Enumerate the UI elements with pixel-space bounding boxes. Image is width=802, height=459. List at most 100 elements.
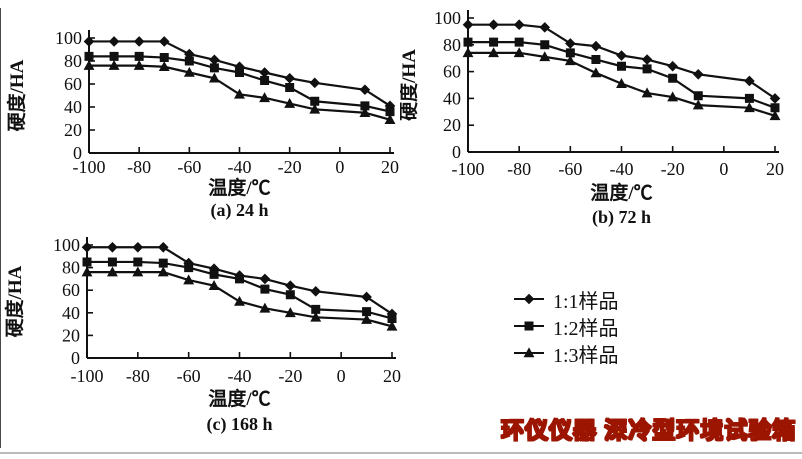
- triangle-marker-icon: [183, 274, 195, 285]
- square-marker-icon: [84, 51, 94, 61]
- triangle-marker-icon: [183, 66, 195, 77]
- square-marker-icon: [489, 37, 499, 47]
- y-tick-label: 0: [452, 142, 461, 162]
- diamond-marker-icon: [209, 54, 220, 66]
- triangle-marker-icon: [384, 114, 396, 124]
- diamond-marker-icon: [523, 293, 535, 305]
- x-tick-label: -80: [127, 157, 151, 177]
- square-marker-icon: [159, 53, 169, 63]
- bottom-divider-line: [0, 452, 802, 454]
- x-tick-label: -80: [507, 159, 531, 179]
- diamond-marker-icon: [285, 280, 296, 291]
- square-marker-icon: [109, 51, 119, 61]
- square-marker-icon: [540, 40, 550, 50]
- diamond-marker-icon: [488, 19, 499, 31]
- square-marker-icon: [184, 263, 194, 273]
- y-tick-label: 100: [53, 235, 80, 255]
- y-tick-label: 40: [443, 88, 461, 108]
- triangle-marker-icon: [208, 72, 220, 83]
- series-line-1:3样品: [87, 271, 393, 328]
- x-tick-label: 20: [381, 157, 399, 177]
- y-tick-label: 60: [64, 74, 82, 94]
- chart-legend: 1:1样品 1:2样品 1:3样品: [512, 288, 619, 367]
- square-marker-icon: [260, 76, 270, 86]
- y-axis-title: 硬度/HA: [5, 59, 28, 131]
- triangle-marker-icon: [310, 311, 322, 322]
- x-tick-label: -80: [126, 366, 150, 386]
- diamond-marker-icon: [692, 68, 704, 80]
- chart-caption: (b) 72 h: [592, 207, 651, 228]
- triangle-marker-icon: [513, 47, 525, 58]
- triangle-marker-icon: [361, 313, 373, 324]
- triangle-marker-icon: [462, 47, 474, 58]
- triangle-marker-icon: [523, 347, 535, 358]
- square-marker-icon: [285, 290, 295, 300]
- square-marker-icon: [209, 269, 219, 279]
- triangle-marker-icon: [284, 307, 296, 318]
- y-tick-label: 60: [443, 62, 461, 82]
- x-tick-label: -100: [71, 366, 104, 386]
- diamond-marker-icon: [157, 241, 169, 253]
- diamond-marker-icon: [83, 36, 95, 47]
- diamond-marker-icon: [259, 273, 271, 285]
- diamond-marker-icon: [565, 38, 576, 49]
- x-tick-label: -20: [278, 366, 302, 386]
- diamond-marker-icon: [462, 19, 474, 31]
- square-marker-icon: [514, 37, 524, 47]
- triangle-marker-icon: [514, 347, 544, 358]
- diamond-marker-icon: [361, 291, 372, 303]
- triangle-marker-icon: [616, 78, 627, 88]
- y-tick-label: 80: [443, 35, 461, 55]
- square-marker-icon: [311, 304, 321, 314]
- watermark-text: 环仪仪器 深冷型环境试验箱: [500, 416, 797, 444]
- square-marker-icon: [260, 284, 270, 294]
- triangle-marker-icon: [157, 266, 169, 277]
- triangle-marker-icon: [133, 59, 145, 70]
- diamond-marker-icon: [132, 241, 144, 253]
- square-marker-icon: [107, 257, 117, 267]
- square-marker-icon: [617, 61, 626, 71]
- y-tick-label: 40: [62, 303, 80, 323]
- square-marker-icon: [209, 63, 219, 73]
- square-marker-icon: [463, 37, 473, 47]
- chart-hardness-72h: 0 20 40 60 80 100 -100 -80 -60 -40 -20 0 20 硬度/HA 温度/℃…: [400, 8, 784, 228]
- square-marker-icon: [310, 96, 320, 106]
- legend-item-1-1: 1:1样品: [512, 288, 619, 313]
- square-marker-icon: [362, 307, 372, 317]
- y-tick-label: 80: [62, 258, 80, 278]
- triangle-marker-icon: [641, 87, 653, 98]
- square-marker-icon: [387, 313, 397, 323]
- triangle-marker-icon: [234, 88, 245, 99]
- triangle-marker-icon: [539, 51, 551, 62]
- legend-label: 1:3样品: [553, 344, 619, 367]
- triangle-marker-icon: [284, 97, 296, 108]
- y-axis-title: 硬度/HA: [400, 49, 420, 121]
- diamond-marker-icon: [514, 293, 544, 305]
- x-tick-label: -60: [177, 366, 201, 386]
- y-tick-label: 100: [434, 8, 461, 28]
- diamond-marker-icon: [590, 40, 602, 52]
- diamond-marker-icon: [359, 84, 371, 96]
- y-tick-label: 0: [71, 348, 80, 368]
- series-line-1:3样品: [89, 64, 391, 121]
- triangle-marker-icon: [743, 102, 755, 113]
- triangle-marker-icon: [158, 61, 170, 72]
- y-tick-label: 20: [443, 115, 461, 135]
- square-marker-icon: [642, 64, 652, 74]
- series-line-1:3样品: [468, 51, 776, 117]
- diamond-marker-icon: [744, 75, 755, 87]
- triangle-marker-icon: [106, 266, 118, 277]
- legend-item-1-2: 1:2样品: [512, 315, 619, 340]
- square-marker-icon: [158, 258, 168, 268]
- diamond-marker-icon: [769, 93, 781, 104]
- y-tick-label: 20: [64, 120, 82, 140]
- x-tick-label: -100: [452, 159, 485, 179]
- diamond-marker-icon: [616, 50, 627, 61]
- triangle-marker-icon: [692, 99, 704, 110]
- chart-caption: (c) 168 h: [207, 414, 273, 435]
- diamond-marker-icon: [641, 54, 653, 65]
- square-marker-icon: [744, 93, 754, 103]
- y-tick-label: 40: [64, 97, 82, 117]
- square-marker-icon: [668, 73, 678, 83]
- x-tick-label: -100: [73, 157, 106, 177]
